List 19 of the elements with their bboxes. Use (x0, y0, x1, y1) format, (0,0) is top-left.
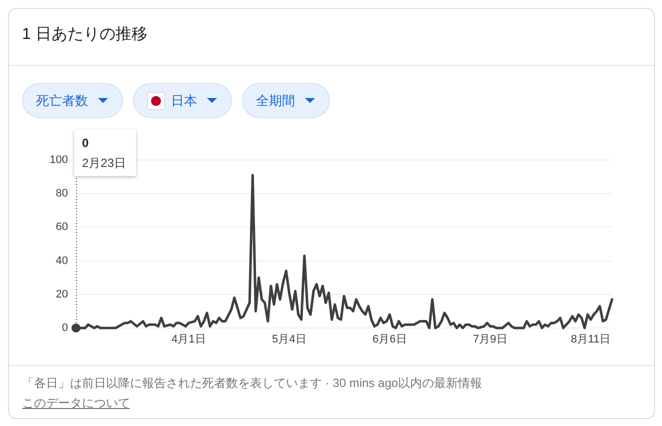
y-tick-label: 40 (56, 254, 68, 267)
x-tick-label: 5月4日 (272, 334, 306, 346)
y-tick-label: 60 (56, 221, 68, 234)
dropdown-button: 死亡者数 (22, 83, 123, 118)
tooltip: 0 2月23日 (74, 130, 136, 176)
y-tick-label: 20 (56, 288, 68, 300)
y-tick-label: 100 (50, 154, 68, 166)
x-tick-label: 4月1日 (172, 334, 206, 346)
x-tick-label: 7月9日 (473, 334, 508, 346)
y-tick-label: 80 (56, 188, 68, 200)
x-tick-label: 8月11日 (570, 334, 610, 346)
dropdown-button: 全期間 (242, 83, 330, 118)
y-tick-label: 0 (62, 322, 68, 334)
chart-title: 1 日あたりの推移 (22, 25, 148, 45)
annotation: 2月23日 (82, 155, 126, 172)
dropdown-button: 日本 (133, 83, 232, 118)
text: このデータについて (22, 396, 130, 410)
text: 「各日」は前日以降に報告された死者数を表しています · 30 mins ago以内の最新情報 (22, 375, 482, 392)
x-tick-label: 6月6日 (372, 334, 407, 346)
